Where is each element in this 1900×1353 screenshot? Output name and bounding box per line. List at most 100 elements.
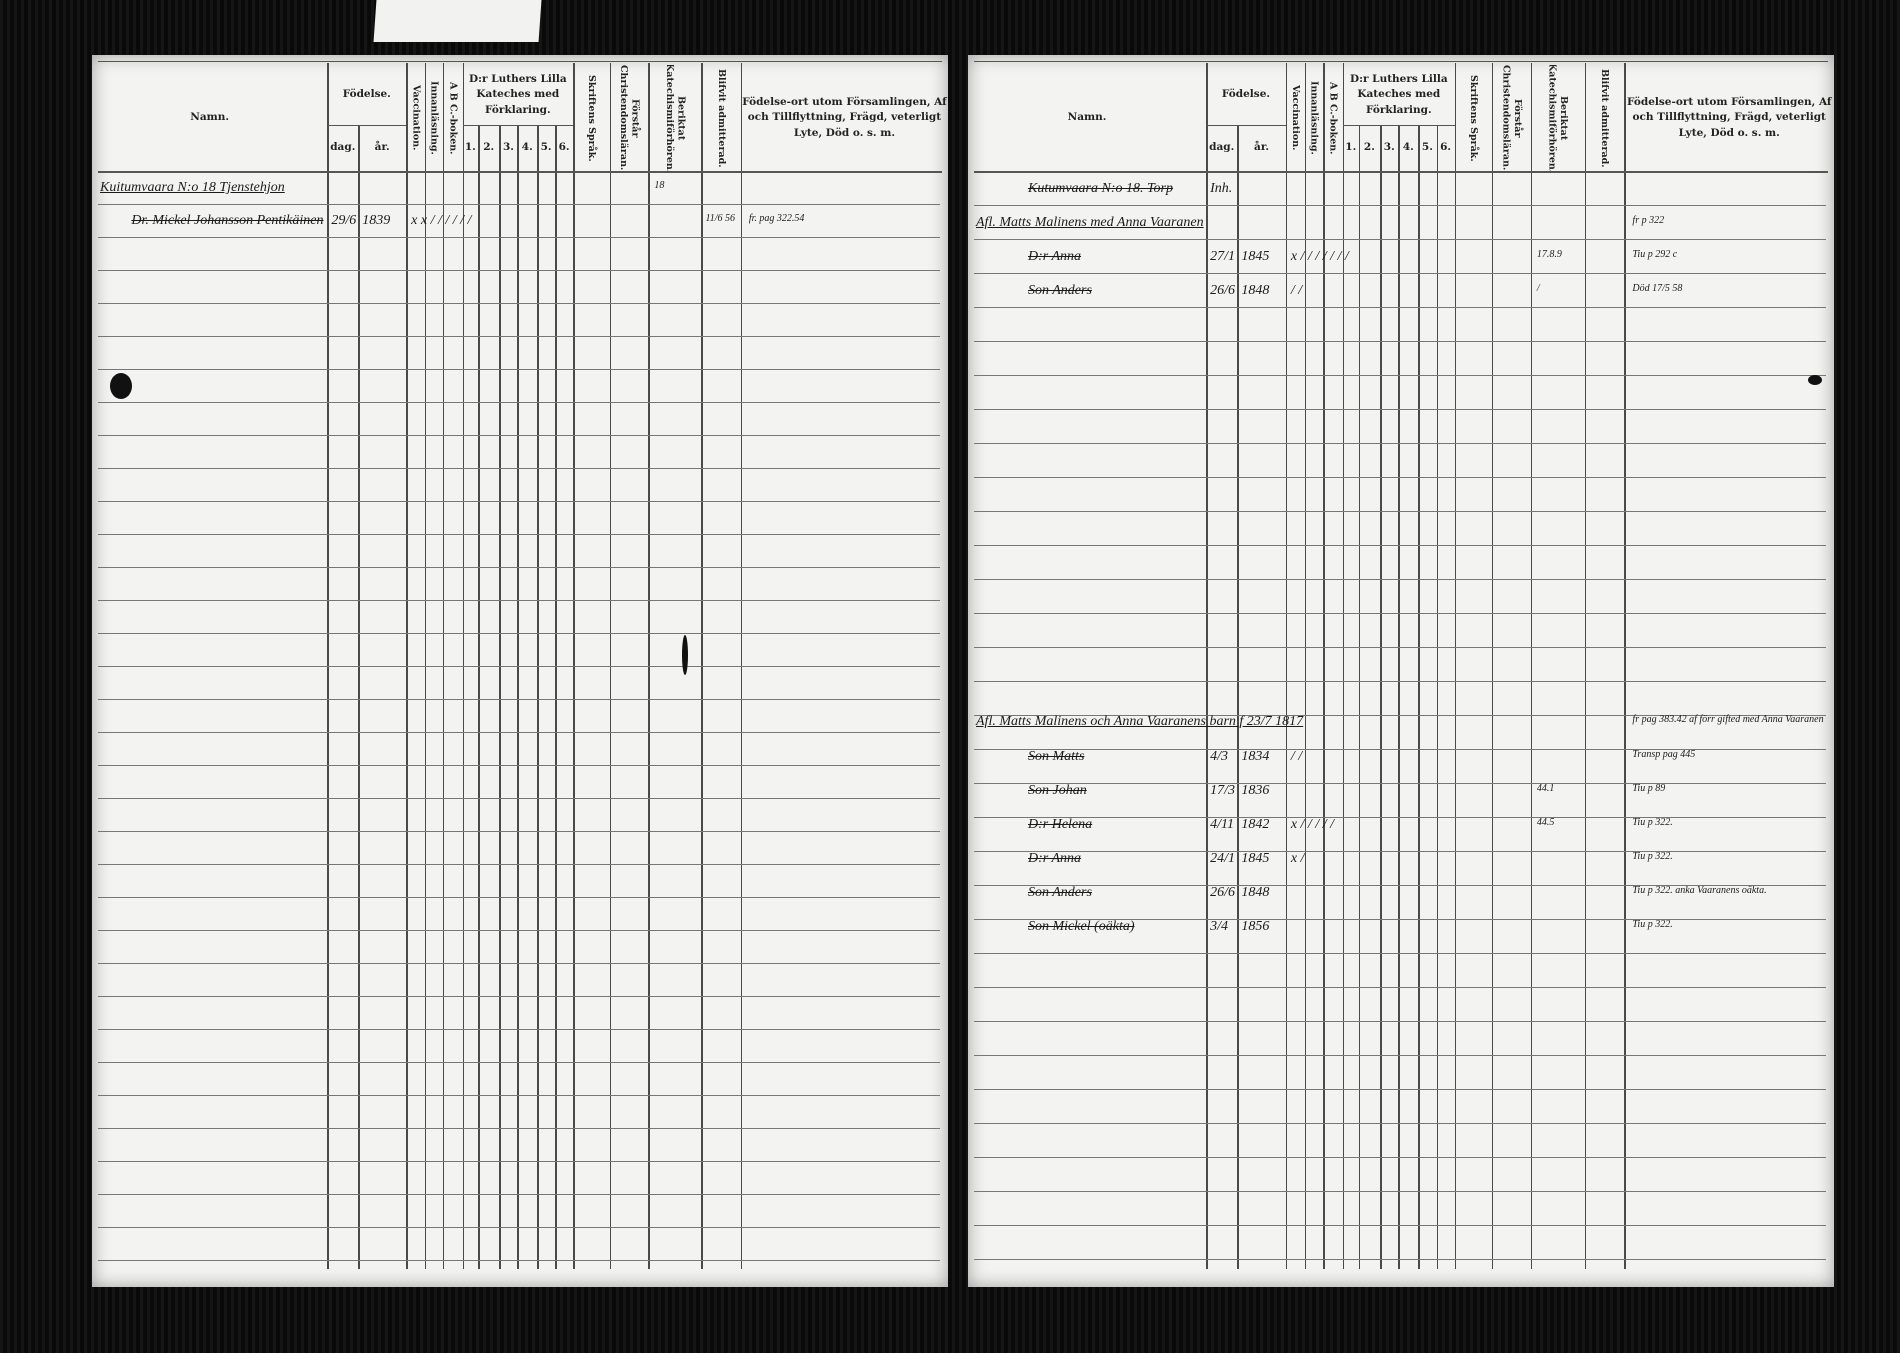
- row-rule: [98, 237, 940, 239]
- row-rule: [974, 1225, 1826, 1227]
- column-header-luther: D:r Luthers Lilla Kateches med Förklarin…: [469, 73, 567, 116]
- entry-name: Kuitumvaara N:o 18 Tjenstehjon: [100, 180, 285, 195]
- row-rule: [974, 715, 1826, 717]
- header-bottom-rule: [98, 171, 942, 173]
- entry-birth-day: 24/1: [1210, 851, 1236, 866]
- entry-birth-year: 1848: [1241, 885, 1270, 900]
- row-rule: [974, 545, 1826, 547]
- luther-sub-rule: [1342, 125, 1455, 127]
- row-rule: [974, 919, 1826, 921]
- column-header-luther-part: 6.: [558, 141, 570, 154]
- entry-birth-day: 26/6: [1210, 283, 1236, 298]
- column-rule: [1323, 63, 1325, 1269]
- row-rule: [98, 369, 940, 371]
- entry-notes: Tiu p 322. anka Vaaranens oäkta.: [1632, 885, 1767, 896]
- row-rule: [974, 953, 1826, 955]
- row-rule: [974, 1157, 1826, 1159]
- row-rule: [974, 1055, 1826, 1057]
- column-rule: [499, 125, 501, 1269]
- row-rule: [98, 270, 940, 272]
- column-rule: [1418, 125, 1420, 1269]
- row-rule: [98, 765, 940, 767]
- entry-name: D:r Helena: [1028, 817, 1093, 832]
- row-rule: [974, 749, 1826, 751]
- entry-beriktat: /: [1536, 283, 1540, 294]
- column-header-namn: Namn.: [1067, 111, 1107, 124]
- row-rule: [98, 699, 940, 701]
- header-bottom-rule: [974, 171, 1828, 173]
- column-rule: [1530, 63, 1533, 1269]
- column-header-luther-part: 4.: [521, 141, 533, 154]
- row-rule: [98, 1194, 940, 1196]
- left-page: Namn. Födelse. dag. år. Vaccination. Innanläs…: [92, 55, 948, 1287]
- column-rule: [1342, 63, 1345, 1269]
- row-rule: [98, 600, 940, 602]
- row-rule: [98, 633, 940, 635]
- row-rule: [98, 930, 940, 932]
- entry-marks: / /: [1290, 283, 1303, 298]
- column-header-forstar: Förstår Christendomsläran.: [1500, 65, 1523, 171]
- entry-beriktat: 44.5: [1536, 817, 1555, 828]
- column-rule: [1398, 125, 1400, 1269]
- column-header-luther-part: 5.: [1421, 141, 1433, 154]
- row-rule: [974, 375, 1826, 377]
- entry-beriktat: 44.1: [1536, 783, 1555, 794]
- column-header-namn: Namn.: [190, 111, 230, 124]
- row-rule: [98, 303, 940, 305]
- entry-marks: x /: [1290, 851, 1305, 866]
- row-rule: [98, 402, 940, 404]
- column-rule: [1358, 125, 1361, 1269]
- column-header-skriftens: Skriftens Språk.: [586, 74, 598, 162]
- entry-name: D:r Anna: [1028, 851, 1082, 866]
- column-header-luther-part: 4.: [1402, 141, 1414, 154]
- entry-name: Son Anders: [1028, 283, 1092, 298]
- header-top-rule: [98, 61, 942, 63]
- row-rule: [974, 783, 1826, 785]
- row-rule: [98, 1128, 940, 1130]
- row-rule: [974, 579, 1826, 581]
- column-header-luther-part: 5.: [540, 141, 552, 154]
- column-header-fodelse: Födelse.: [342, 88, 391, 101]
- entry-notes: fr pag 383.42 af förr gifted med Anna Va…: [1632, 714, 1824, 725]
- entry-notes: Död 17/5 58: [1632, 283, 1683, 294]
- row-rule: [98, 963, 940, 965]
- column-header-forstar: Förstår Christendomsläran.: [618, 65, 641, 171]
- entry-birth-day: 4/3: [1210, 749, 1229, 764]
- column-header-skriftens: Skriftens Språk.: [1468, 74, 1479, 162]
- entry-name: Afl. Matts Malinens och Anna Vaaranens b…: [976, 714, 1304, 729]
- entry-birth-day: 3/4: [1210, 919, 1229, 934]
- entry-notes: Tiu p 322.: [1632, 817, 1673, 828]
- row-rule: [98, 567, 940, 569]
- entry-notes: fr. pag 322.54: [748, 213, 805, 224]
- column-header-beriktat: Beriktat Katechismiförhören.: [1546, 65, 1570, 171]
- row-rule: [974, 1021, 1826, 1023]
- entry-birth-year: 1836: [1241, 783, 1270, 798]
- column-header-luther-part: 3.: [1383, 141, 1395, 154]
- row-rule: [974, 1259, 1826, 1261]
- column-header-notes: Födelse-ort utom Församlingen, Af och Ti…: [742, 96, 947, 139]
- entry-birth-year: 1839: [362, 213, 391, 228]
- row-rule: [98, 798, 940, 800]
- entry-marks: x / / / / /: [1290, 817, 1334, 832]
- entry-notes: Tiu p 322.: [1632, 851, 1673, 862]
- entry-marks: x / / / / / / /: [1290, 249, 1349, 264]
- row-rule: [98, 666, 940, 668]
- entry-birth-day: 27/1: [1210, 249, 1236, 264]
- entry-birth-day: 26/6: [1210, 885, 1236, 900]
- column-header-abc: A B C.-boken.: [447, 81, 459, 155]
- row-rule: [98, 204, 940, 206]
- row-rule: [974, 987, 1826, 989]
- row-rule: [974, 851, 1826, 853]
- row-rule: [98, 468, 940, 470]
- paper-tab: [373, 0, 542, 42]
- entry-birth-year: 1845: [1241, 851, 1270, 866]
- entry-name: Afl. Matts Malinens med Anna Vaaranen: [976, 215, 1204, 230]
- row-rule: [98, 435, 940, 437]
- column-header-luther-part: 1.: [1345, 141, 1357, 154]
- ink-blot: [1808, 375, 1822, 385]
- ink-blot: [682, 635, 688, 675]
- entry-name: Son Matts: [1028, 749, 1085, 764]
- column-rule: [537, 125, 539, 1269]
- entry-marks: x x / / / / / /: [411, 213, 472, 228]
- column-rule: [358, 125, 360, 1269]
